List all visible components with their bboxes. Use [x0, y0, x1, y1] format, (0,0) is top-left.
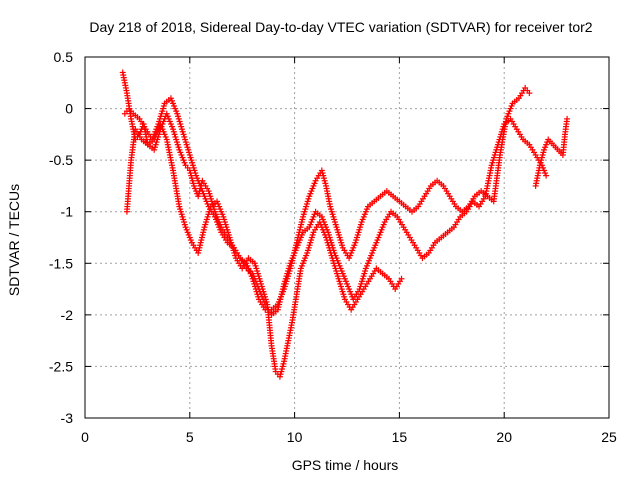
- x-tick-label: 0: [81, 429, 89, 445]
- x-tick-label: 25: [601, 429, 617, 445]
- grid-layer: [85, 57, 609, 418]
- x-tick-label: 10: [287, 429, 303, 445]
- y-tick-label: -2.5: [49, 358, 73, 374]
- y-tick-label: -1: [61, 204, 74, 220]
- plot-frame: [84, 56, 610, 419]
- track-b-point: [543, 172, 550, 179]
- track-a-point: [526, 90, 533, 97]
- y-tick-label: -1.5: [49, 255, 73, 271]
- track-d-point: [564, 115, 571, 122]
- x-tick-label: 5: [186, 429, 194, 445]
- y-tick-label: 0: [65, 101, 73, 117]
- x-axis-label: GPS time / hours: [292, 457, 399, 473]
- track-c-point: [398, 275, 405, 282]
- x-tick-label: 15: [392, 429, 408, 445]
- x-tick-label: 20: [496, 429, 512, 445]
- y-tick-label: -0.5: [49, 152, 73, 168]
- tick-layer: [84, 56, 610, 419]
- y-tick-label: -3: [61, 410, 74, 426]
- chart-title: Day 218 of 2018, Sidereal Day-to-day VTE…: [89, 19, 592, 35]
- y-axis-label: SDTVAR / TECUs: [6, 184, 22, 296]
- tick-label-layer: 0 5 10 15 20 25 0.5 0 -0.5 -1 -1.5 -2 -2.5 -3: [49, 49, 617, 445]
- y-tick-label: -2: [61, 307, 74, 323]
- data-layer: [119, 69, 571, 380]
- y-tick-label: 0.5: [54, 49, 74, 65]
